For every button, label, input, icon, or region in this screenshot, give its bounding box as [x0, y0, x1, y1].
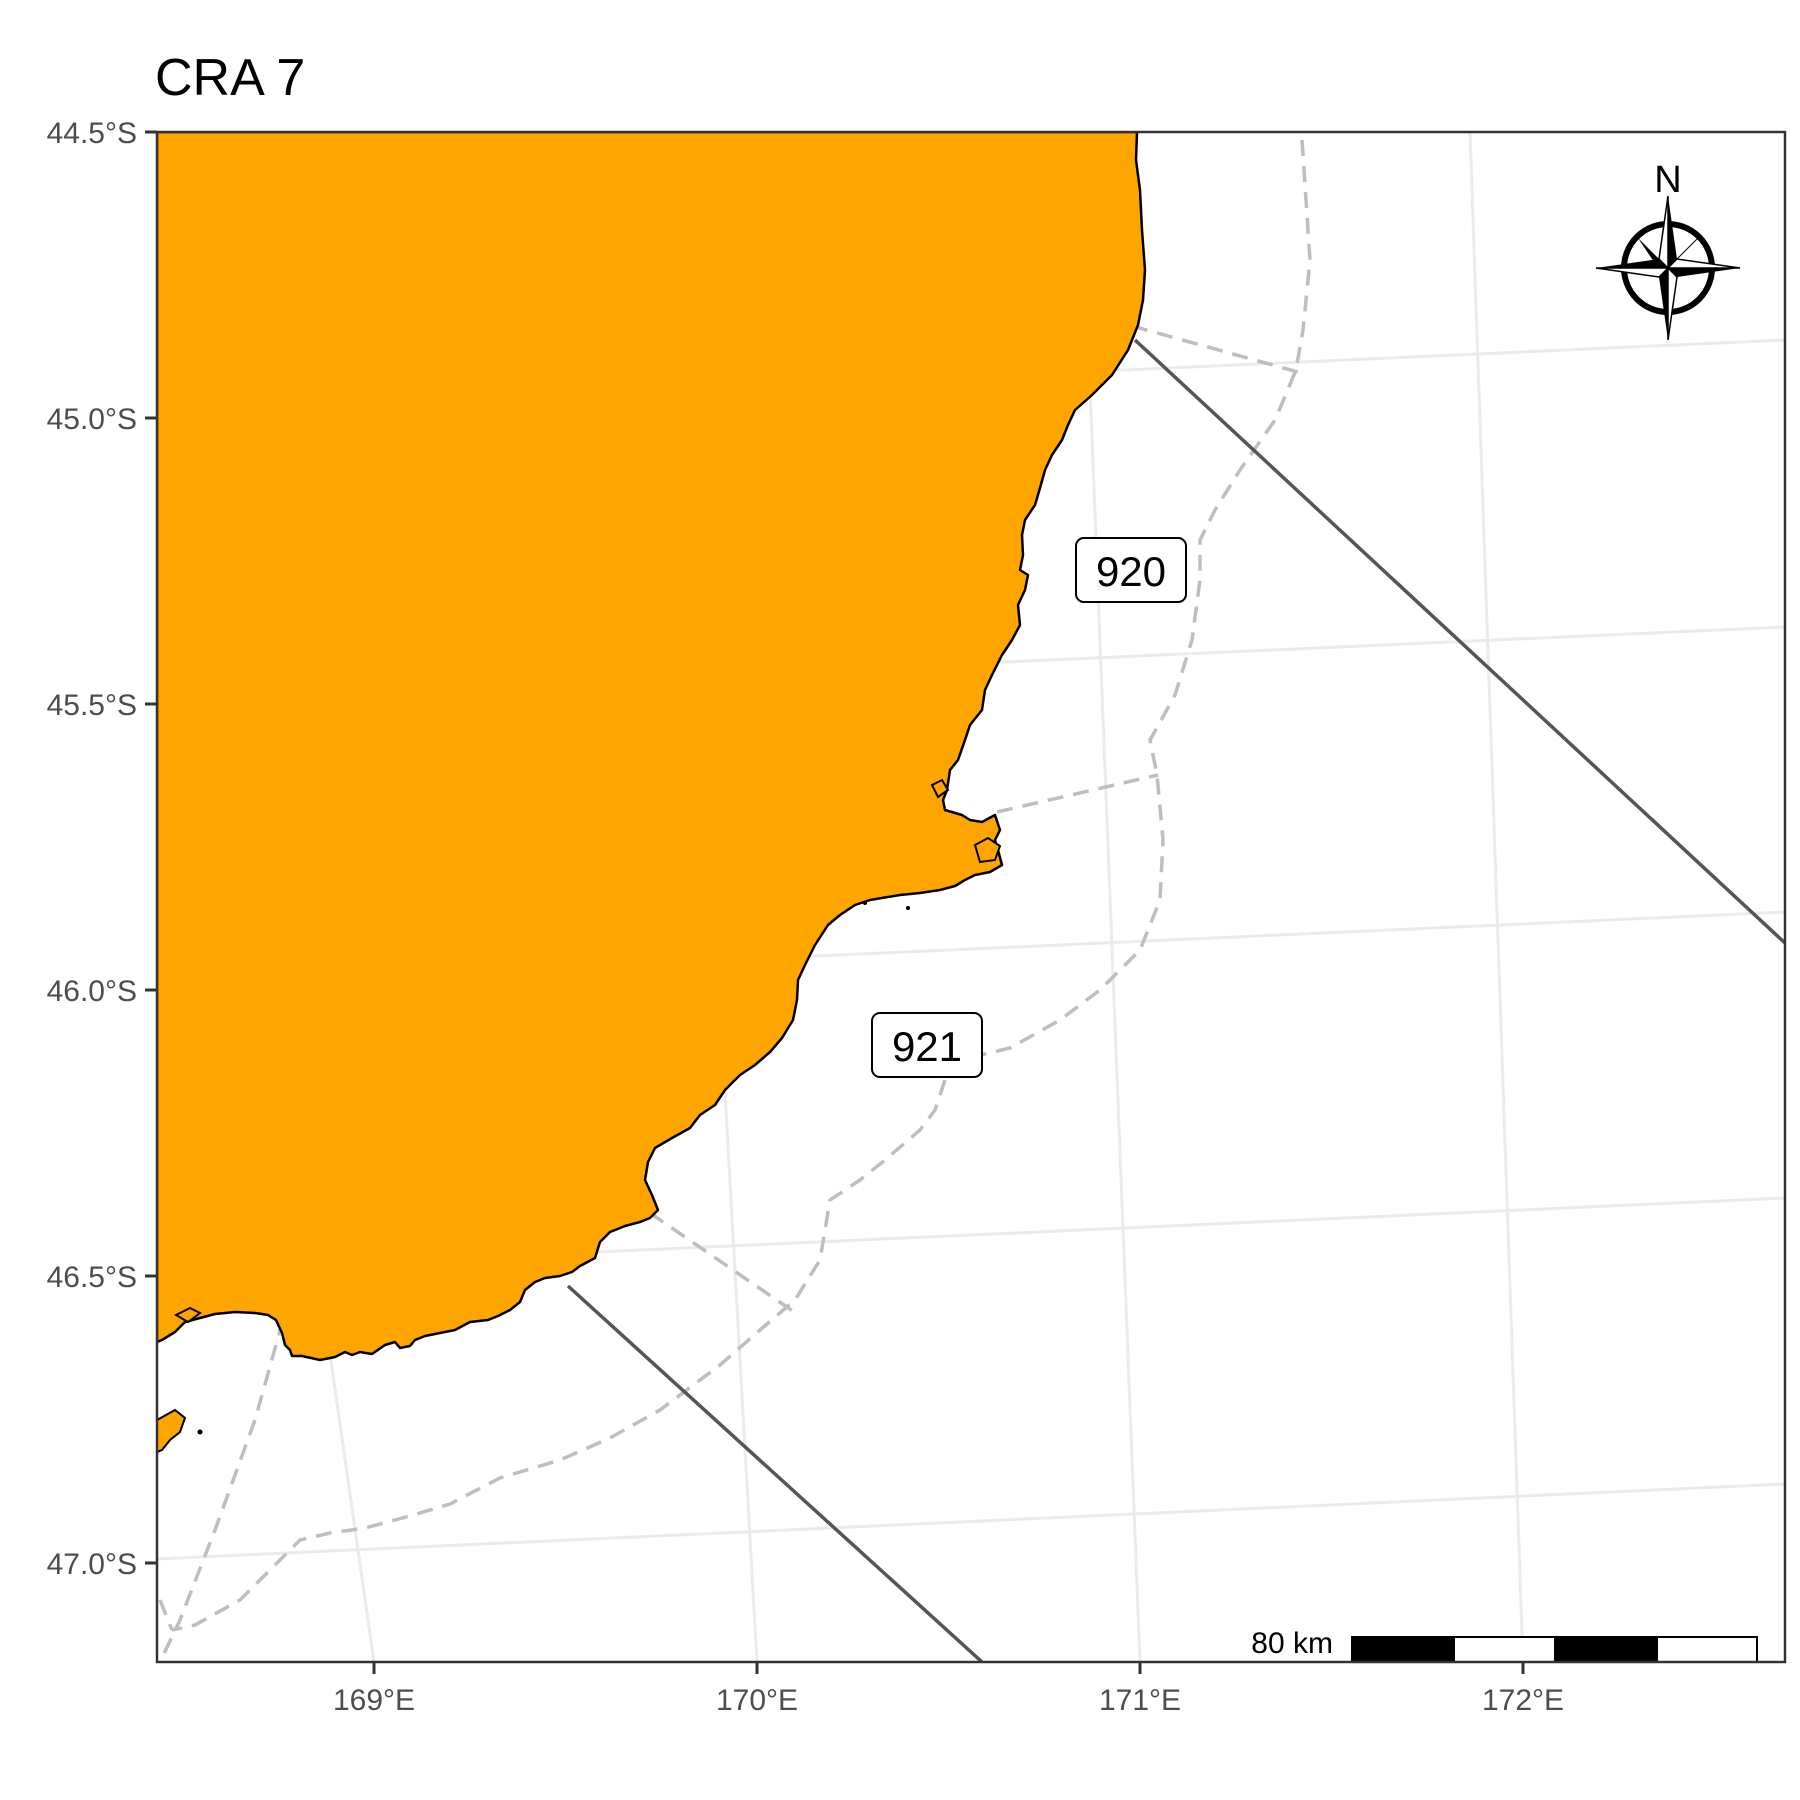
island [930, 778, 950, 799]
map-title: CRA 7 [155, 49, 305, 107]
stat-area-label-text: 921 [892, 1023, 962, 1070]
depth-contour-line [996, 773, 1159, 814]
island [197, 1429, 203, 1435]
north-label: N [1654, 159, 1681, 201]
island [906, 906, 910, 910]
scale-bar-segment [1656, 1636, 1758, 1662]
graticule-lat-line [157, 1482, 1785, 1561]
depth-contour-line [649, 1211, 801, 1318]
north-arrow: N [1595, 159, 1741, 341]
map-content: 920 921 N [157, 132, 1785, 1662]
stat-area-label-921: 921 [871, 1012, 983, 1078]
stat-area-label-920: 920 [1075, 537, 1187, 603]
x-axis: 169°E 170°E 171°E 172°E [333, 1662, 1564, 1717]
scale-bar-label: 80 km [1251, 1627, 1333, 1660]
x-axis-tick-label: 172°E [1482, 1684, 1564, 1717]
stat-area-label-box [1075, 537, 1187, 603]
y-axis-tick-label: 46.5°S [47, 1261, 137, 1294]
depth-contour-line [158, 1599, 174, 1631]
scale-bar: 80 km [1251, 1627, 1758, 1662]
depth-contour-line [158, 1319, 285, 1662]
depth-contour-line [1131, 324, 1299, 374]
y-axis-tick-label: 46.0°S [47, 975, 137, 1008]
x-axis-tick-label: 171°E [1099, 1684, 1181, 1717]
graticule-lon-line [720, 1039, 759, 1662]
stat-area-label-text: 920 [1096, 548, 1166, 595]
scale-bar-segment [1453, 1636, 1556, 1662]
scale-bar-segment [1351, 1636, 1455, 1662]
stat-area-label-box [871, 1012, 983, 1078]
panel-border [155, 130, 1787, 1664]
statistical-area-boundaries [566, 338, 1785, 1662]
depth-contour-line [171, 139, 1312, 1632]
y-axis-tick-label: 45.5°S [47, 689, 137, 722]
y-axis-tick-label: 44.5°S [47, 117, 137, 150]
island [863, 901, 867, 905]
graticule-lon-line [1468, 132, 1525, 1662]
depth-contours [158, 139, 1312, 1662]
y-axis: 44.5°S 45.0°S 45.5°S 46.0°S 46.5°S 47.0°… [47, 117, 157, 1581]
land [157, 132, 1147, 1454]
y-axis-tick-label: 45.0°S [47, 403, 137, 436]
boundary-line [1133, 338, 1785, 945]
compass-rose-icon [1595, 195, 1741, 341]
island [973, 836, 1002, 864]
x-axis-tick-label: 170°E [716, 1684, 798, 1717]
boundary-line [566, 1284, 984, 1662]
y-axis-tick-label: 47.0°S [47, 1548, 137, 1581]
x-axis-tick-label: 169°E [333, 1684, 415, 1717]
island [173, 1306, 202, 1324]
